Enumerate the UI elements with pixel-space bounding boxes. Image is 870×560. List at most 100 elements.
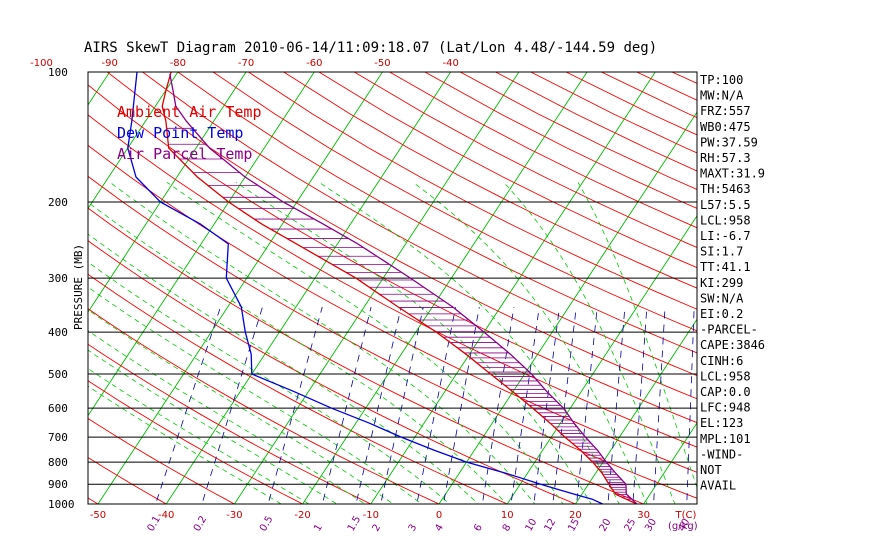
moist-adiabat-line bbox=[88, 309, 394, 504]
dry-adiabat-line bbox=[88, 456, 168, 504]
mixing-ratio-line bbox=[267, 306, 323, 504]
index-label: FRZ:557 bbox=[700, 104, 751, 118]
legend-entry: Air Parcel Temp bbox=[117, 145, 252, 163]
pressure-tick-label: 100 bbox=[48, 66, 68, 79]
pressure-tick-label: 200 bbox=[48, 196, 68, 209]
bottom-temp-tick-label: -20 bbox=[294, 510, 310, 521]
cape-hatch bbox=[166, 127, 632, 500]
bottom-temp-tick-label: 0 bbox=[436, 510, 442, 521]
top-temp-tick-label: -40 bbox=[443, 58, 459, 69]
top-temp-axis: -120-110-100-90-80-70-60-50-40 bbox=[30, 58, 459, 69]
index-label: MAXT:31.9 bbox=[700, 167, 765, 181]
isotherm-line bbox=[97, 72, 383, 504]
moist-adiabat-line bbox=[577, 182, 697, 489]
dry-adiabat-line bbox=[88, 207, 645, 504]
bottom-temp-tick-label: 10 bbox=[501, 510, 514, 521]
mixing-ratio-line bbox=[443, 306, 480, 504]
isotherm-line bbox=[438, 111, 697, 504]
bottom-temp-tick-label: 20 bbox=[569, 510, 582, 521]
pressure-tick-label: 400 bbox=[48, 326, 68, 339]
bottom-temp-unit: T(C) bbox=[675, 510, 697, 521]
index-label: WB0:475 bbox=[700, 120, 751, 134]
pressure-tick-label: 700 bbox=[48, 431, 68, 444]
moist-adiabat-line bbox=[88, 286, 423, 504]
mixing-ratio-line bbox=[155, 306, 221, 504]
index-label: -PARCEL- bbox=[700, 323, 758, 337]
mixing-ratio-line bbox=[201, 306, 263, 504]
index-label: LI:-6.7 bbox=[700, 229, 751, 243]
mixing-ratio-tick-label: 6 bbox=[472, 522, 485, 533]
index-label: L57:5.5 bbox=[700, 198, 751, 212]
mixing-ratio-unit: (g/kg) bbox=[668, 521, 698, 532]
legend-entry: Ambient Air Temp bbox=[117, 103, 262, 121]
dry-adiabat-line bbox=[88, 380, 304, 504]
index-label: AVAIL bbox=[700, 479, 736, 493]
index-label: KI:299 bbox=[700, 276, 743, 290]
dry-adiabat-line bbox=[212, 72, 697, 332]
moist-adiabat-line bbox=[88, 201, 508, 504]
moist-adiabat-line bbox=[109, 181, 536, 504]
mixing-ratio-tick-label: 1.5 bbox=[346, 514, 363, 533]
mixing-ratio-line bbox=[481, 306, 515, 504]
dry-adiabat-line bbox=[88, 273, 509, 504]
index-label: TT:41.1 bbox=[700, 260, 751, 274]
dry-adiabat-line bbox=[88, 144, 697, 473]
dry-adiabat-line bbox=[177, 72, 697, 354]
mixing-ratio-line bbox=[321, 306, 372, 504]
isotherm-line bbox=[302, 72, 588, 504]
index-label: MW:N/A bbox=[700, 89, 744, 103]
legend-entry: Dew Point Temp bbox=[117, 124, 243, 142]
dry-adiabat-line bbox=[283, 72, 697, 289]
index-label: SW:N/A bbox=[700, 291, 744, 305]
y-axis-label: PRESSURE (MB) bbox=[72, 244, 85, 330]
index-label: CAP:0.0 bbox=[700, 385, 751, 399]
index-label: RH:57.3 bbox=[700, 151, 751, 165]
isotherm-line bbox=[165, 72, 452, 504]
ambient-air-temp-line bbox=[161, 72, 638, 504]
mixing-ratio-line bbox=[510, 306, 540, 504]
dry-adiabat-line bbox=[88, 114, 697, 448]
bottom-temp-tick-label: -50 bbox=[90, 510, 106, 521]
plot-grid bbox=[88, 72, 870, 504]
pressure-axis: 100 200 300 400 500 600 700 800 900 1000 bbox=[48, 66, 75, 511]
sounding-series bbox=[127, 72, 638, 504]
top-temp-tick-label: -100 bbox=[30, 58, 53, 69]
pressure-tick-label: 500 bbox=[48, 368, 68, 381]
isotherm-line bbox=[88, 72, 315, 417]
bottom-temp-tick-label: -10 bbox=[363, 510, 379, 521]
isotherm-line bbox=[575, 318, 697, 504]
dry-adiabat-line bbox=[495, 72, 697, 172]
pressure-tick-label: 900 bbox=[48, 478, 68, 491]
top-temp-tick-label: -70 bbox=[238, 58, 254, 69]
top-temp-tick-label: -90 bbox=[102, 58, 118, 69]
mixing-ratio-line bbox=[552, 306, 577, 504]
moist-adiabat-line bbox=[503, 182, 676, 504]
index-label: LCL:958 bbox=[700, 369, 751, 383]
mixing-ratio-tick-label: 0.5 bbox=[258, 514, 275, 533]
mixing-ratio-tick-label: 12 bbox=[543, 517, 559, 534]
isotherm-line bbox=[780, 72, 870, 504]
pressure-tick-label: 800 bbox=[48, 456, 68, 469]
dew-point-temp-line bbox=[127, 72, 603, 504]
dry-adiabat-line bbox=[142, 72, 697, 377]
mixing-ratio-tick-label: 2 bbox=[371, 522, 384, 533]
index-label: LFC:948 bbox=[700, 401, 751, 415]
mixing-ratio-line bbox=[533, 306, 560, 504]
chart-title: AIRS SkewT Diagram 2010-06-14/11:09:18.0… bbox=[84, 40, 657, 56]
dry-adiabat-line bbox=[88, 497, 99, 504]
plot-frame bbox=[87, 71, 698, 505]
pressure-tick-label: 1000 bbox=[48, 498, 75, 511]
dry-adiabat-line bbox=[88, 308, 441, 504]
index-label: CINH:6 bbox=[700, 354, 743, 368]
mixing-ratio-tick-label: 0.2 bbox=[192, 514, 209, 533]
mixing-ratio-line bbox=[653, 307, 666, 504]
bottom-temp-tick-label: 30 bbox=[637, 510, 650, 521]
mixing-ratio-tick-label: 1 bbox=[312, 522, 325, 533]
moist-adiabat-line bbox=[166, 181, 564, 504]
mixing-ratio-tick-label: 20 bbox=[598, 517, 614, 534]
pressure-tick-label: 600 bbox=[48, 402, 68, 415]
index-label: PW:37.59 bbox=[700, 135, 758, 149]
legend: Ambient Air Temp Dew Point Temp Air Parcel… bbox=[117, 103, 262, 163]
dry-adiabat-line bbox=[88, 175, 697, 499]
